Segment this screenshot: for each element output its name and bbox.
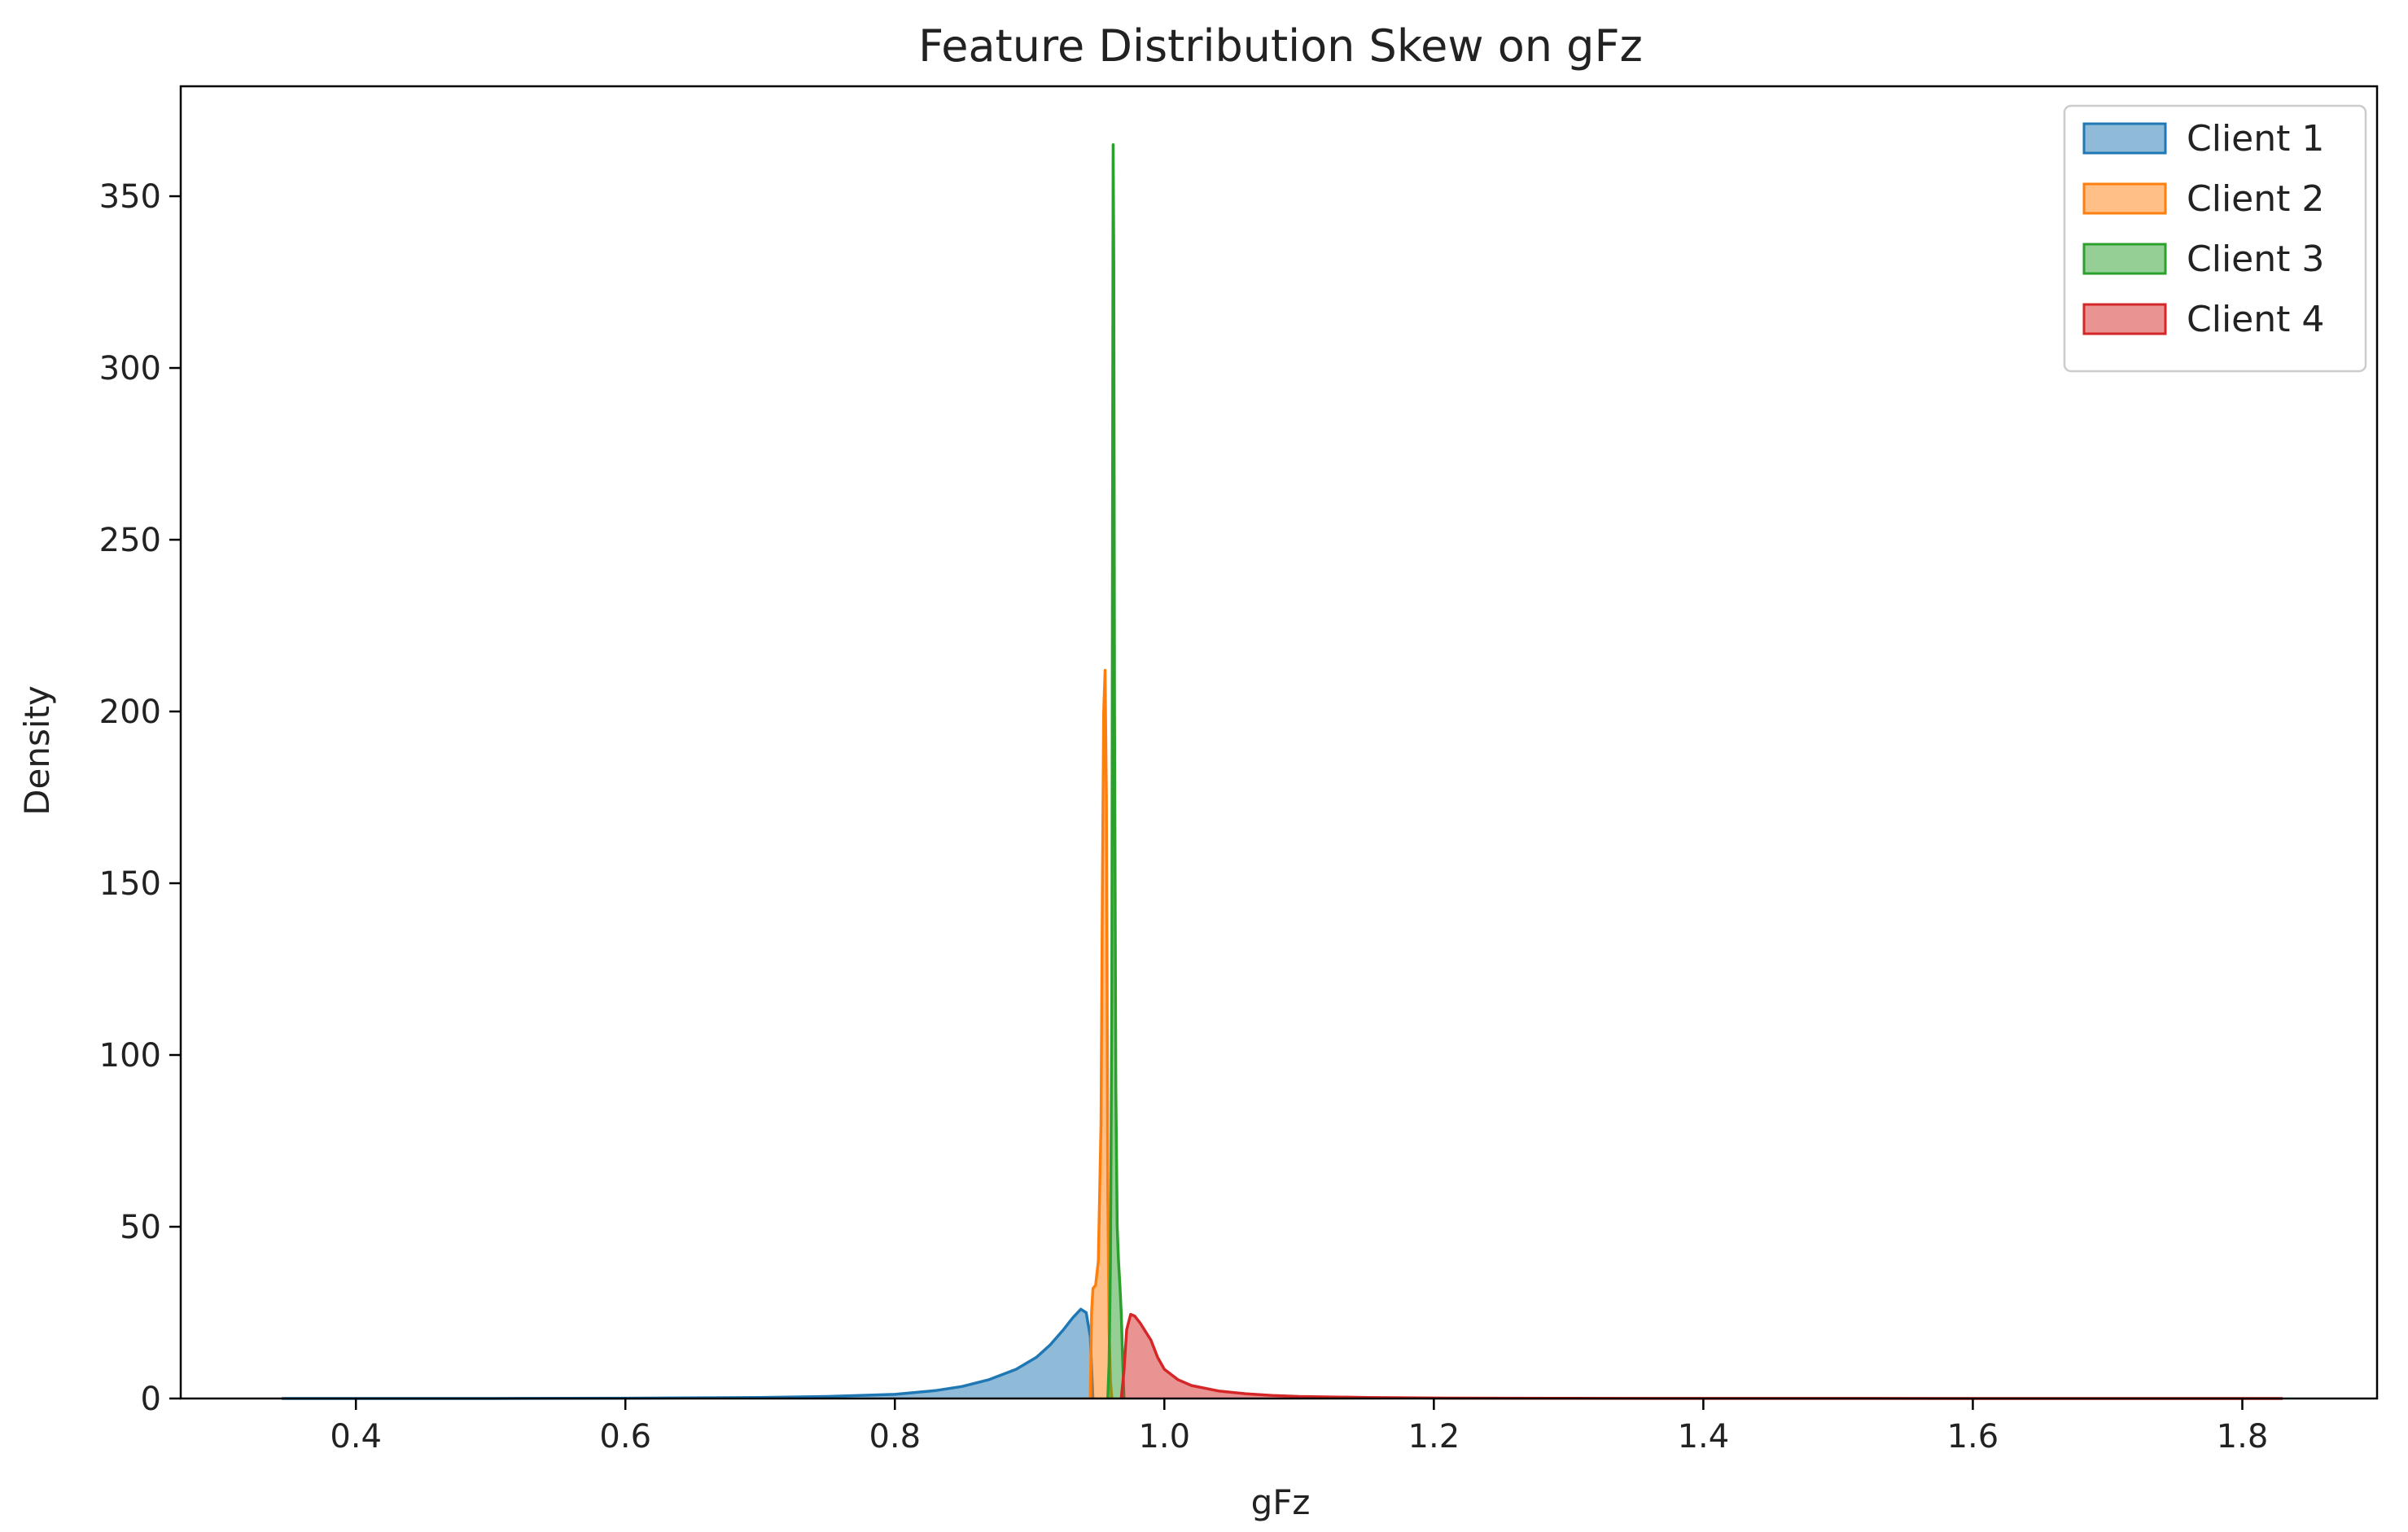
legend-swatch-client-1 bbox=[2082, 122, 2167, 155]
x-tick-label: 1.0 bbox=[1138, 1418, 1190, 1455]
x-axis: 0.4 0.6 0.8 1.0 1.2 1.4 1.6 1.8 bbox=[330, 1398, 2268, 1455]
series-area-client-4 bbox=[1121, 1314, 2283, 1398]
y-tick-label: 300 bbox=[99, 350, 161, 387]
series-line-client-4 bbox=[1119, 1312, 2283, 1400]
x-tick-label: 1.6 bbox=[1947, 1418, 1999, 1455]
series-line-client-2 bbox=[1088, 668, 1114, 1399]
series-line-client-1 bbox=[282, 1307, 1095, 1400]
x-tick-label: 1.8 bbox=[2217, 1418, 2269, 1455]
legend: Client 1 Client 2 Client 3 Client 4 bbox=[2063, 104, 2367, 373]
legend-label-client-4: Client 4 bbox=[2187, 299, 2324, 340]
x-tick-label: 0.4 bbox=[330, 1418, 382, 1455]
x-tick-label: 0.6 bbox=[599, 1418, 651, 1455]
y-tick-label: 250 bbox=[99, 522, 161, 559]
legend-swatch-client-4 bbox=[2082, 303, 2167, 335]
x-tick-label: 1.2 bbox=[1408, 1418, 1460, 1455]
y-tick-label: 150 bbox=[99, 865, 161, 903]
plot-series bbox=[282, 142, 2283, 1400]
plot-frame bbox=[179, 85, 2379, 1400]
y-tick-label: 200 bbox=[99, 694, 161, 731]
y-axis-label: Density bbox=[17, 685, 57, 816]
series-line-client-3 bbox=[1106, 142, 1126, 1399]
y-tick-label: 0 bbox=[141, 1381, 161, 1418]
series-area-client-1 bbox=[282, 1309, 1093, 1398]
y-tick-label: 50 bbox=[120, 1209, 161, 1246]
x-tick-label: 0.8 bbox=[869, 1418, 921, 1455]
legend-swatch-client-2 bbox=[2082, 182, 2167, 215]
legend-swatch-client-3 bbox=[2082, 243, 2167, 275]
y-tick-label: 100 bbox=[99, 1037, 161, 1075]
legend-label-client-1: Client 1 bbox=[2187, 118, 2324, 160]
chart-title: Feature Distribution Skew on gFz bbox=[918, 20, 1643, 72]
legend-label-client-3: Client 3 bbox=[2187, 239, 2324, 280]
y-tick-label: 350 bbox=[99, 178, 161, 216]
x-tick-label: 1.4 bbox=[1678, 1418, 1730, 1455]
x-axis-label: gFz bbox=[1251, 1482, 1311, 1522]
legend-label-client-2: Client 2 bbox=[2187, 178, 2324, 220]
y-axis: 0 50 100 150 200 250 300 350 bbox=[99, 178, 181, 1418]
